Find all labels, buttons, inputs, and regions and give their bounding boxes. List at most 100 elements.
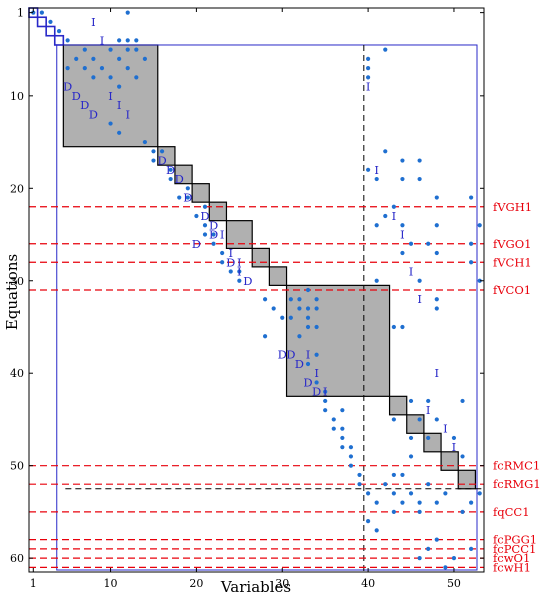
data-point [408,435,414,441]
data-point [177,195,182,200]
data-point [134,47,139,52]
y-tick-label: 10 [10,90,24,103]
data-point [202,223,208,228]
x-tick-label: 10 [104,577,118,590]
data-point [142,56,147,61]
data-point [443,565,448,570]
data-point [400,500,405,505]
data-point [297,334,302,339]
data-point [74,56,79,61]
data-point [374,176,379,182]
row-label: fcRMC1 [493,459,540,473]
data-point [117,84,122,89]
data-point [469,195,474,200]
data-point [56,29,62,34]
marker-i: I [400,228,405,242]
marker-d: D [295,357,304,371]
data-point [314,297,319,302]
data-point [426,435,431,441]
data-point [477,223,482,228]
data-point [391,509,396,515]
marker-d: D [157,154,166,168]
marker-i: I [392,209,397,223]
data-point [323,408,328,413]
data-point [220,250,225,256]
data-point [408,398,414,404]
row-label: fcwH1 [493,560,531,574]
data-point [108,75,113,80]
marker-d: D [278,348,287,362]
x-tick-label: 50 [447,577,461,590]
data-point [305,361,311,367]
marker-i: I [125,107,130,121]
diagonal-block-17 [440,451,459,471]
diagonal-block-2 [36,16,47,28]
data-point [340,426,345,431]
marker-i: I [323,385,328,399]
data-point [288,297,293,302]
data-point [477,278,482,283]
data-point [134,75,139,80]
data-point [314,324,319,330]
data-point [185,186,190,191]
data-point [168,176,173,182]
data-point [434,537,439,542]
data-point [383,47,388,52]
row-label: fcPCC1 [493,542,536,556]
data-point [31,10,36,15]
row-label: fVCH1 [493,255,532,269]
data-point [391,417,396,422]
data-point [417,176,422,182]
data-point [323,389,328,394]
diagonal-block-3 [45,25,56,37]
data-point [202,232,208,237]
data-point [469,260,474,265]
data-point [125,47,130,52]
data-point [426,398,431,404]
data-point [426,482,431,487]
data-point [408,454,414,459]
data-point [348,445,354,450]
data-point [340,435,345,441]
diagonal-block-4 [53,34,65,46]
data-point [305,324,311,330]
data-point [434,417,439,422]
data-point [262,297,268,302]
data-point [477,491,482,496]
y-axis-label: Equations [3,254,21,330]
data-point [417,509,422,515]
data-point [426,546,431,551]
diagonal-block-18 [457,469,477,490]
data-point [108,47,113,52]
marker-i: I [228,246,233,260]
y-tick-label: 60 [10,552,24,565]
row-label: fqCC1 [493,505,530,519]
data-point [331,417,336,422]
data-point [460,398,465,404]
data-point [460,454,465,459]
row-label: fcPGG1 [493,533,537,547]
data-point [340,445,345,450]
data-point [366,491,371,496]
y-tick-label: 30 [10,275,24,288]
marker-d: D [89,107,98,121]
marker-i: I [452,440,457,454]
data-point [400,176,405,182]
data-point [340,408,345,413]
data-point [366,56,371,61]
data-point [417,158,422,163]
diagonal-block-12 [268,266,288,286]
marker-d: D [312,385,321,399]
data-point [91,56,96,61]
data-point [357,482,362,487]
data-point [228,269,233,274]
data-point [305,287,311,293]
x-tick-label: 30 [275,577,289,590]
data-point [125,65,130,71]
data-point [117,56,122,61]
plot-frame [28,7,485,573]
x-axis-label: Variables [220,578,291,596]
marker-i: I [237,255,242,269]
data-point [469,546,474,551]
